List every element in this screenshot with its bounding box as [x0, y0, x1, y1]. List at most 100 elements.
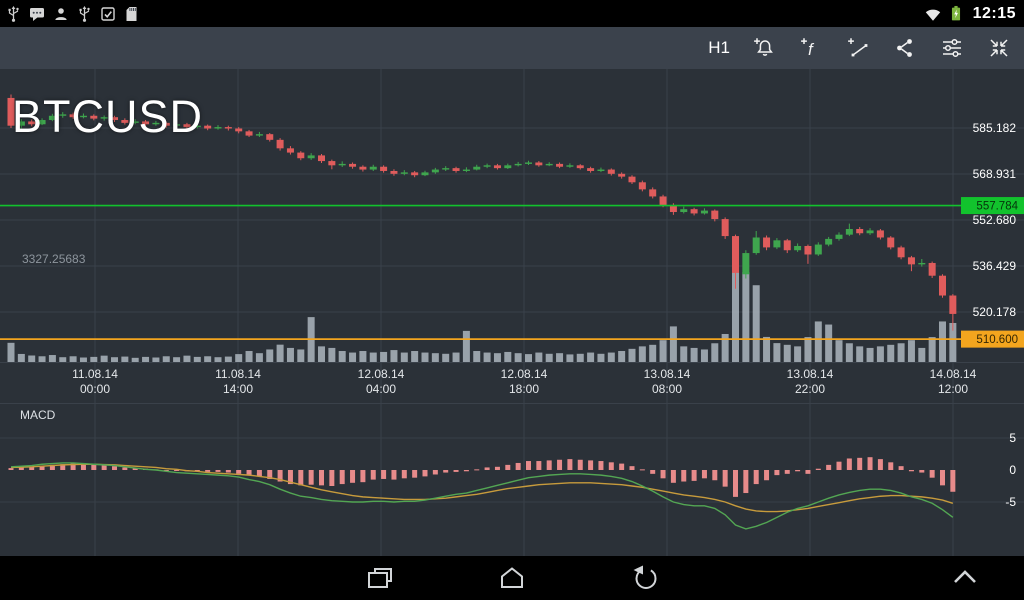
volume-scale-label: 3327.25683: [22, 252, 86, 266]
chart-canvas[interactable]: 585.182 568.931 552.680 536.429 520.178 557.7…: [0, 69, 1024, 556]
macd-histogram-bar: [857, 457, 863, 470]
candle-down: [493, 165, 501, 169]
download-complete-icon: [100, 6, 116, 22]
volume-bar: [566, 354, 574, 362]
macd-histogram-bar: [39, 466, 45, 470]
macd-histogram-bar: [298, 470, 304, 486]
timeframe-button[interactable]: H1: [708, 38, 730, 57]
recents-icon[interactable]: [364, 564, 396, 592]
candle-down: [638, 182, 646, 190]
macd-histogram-bar: [929, 470, 935, 478]
macd-histogram-bar: [370, 470, 376, 480]
volume-bar: [7, 342, 15, 362]
back-icon[interactable]: [630, 564, 662, 592]
volume-bar: [349, 352, 357, 362]
candle-up: [525, 162, 532, 164]
expand-icon[interactable]: [950, 564, 980, 592]
candle-up: [421, 172, 429, 176]
chart-settings-icon[interactable]: [939, 35, 965, 61]
macd-histogram-bar: [826, 464, 832, 470]
macd-histogram-bar: [753, 470, 759, 485]
volume-bar: [669, 326, 677, 362]
candle-down: [763, 237, 771, 248]
candle-down: [183, 124, 191, 128]
volume-bar: [545, 353, 553, 362]
macd-histogram-bar: [515, 462, 521, 470]
indicator-add-icon[interactable]: f: [798, 35, 824, 61]
candle-up: [597, 169, 605, 171]
macd-histogram-bar: [132, 468, 138, 470]
candle-up: [431, 169, 439, 173]
candle-down: [690, 209, 698, 214]
candle-up: [680, 209, 688, 213]
macd-histogram-bar: [267, 470, 273, 479]
candle-down: [452, 168, 460, 171]
time-axis-date: 11.08.14: [215, 367, 261, 381]
macd-histogram-bar: [764, 470, 770, 481]
volume-bar: [131, 357, 139, 362]
battery-icon: [948, 4, 964, 23]
share-icon[interactable]: [892, 35, 918, 61]
macd-histogram-bar: [867, 457, 873, 470]
macd-histogram-bar: [339, 470, 345, 485]
candle-down: [618, 173, 626, 177]
macd-histogram-bar: [805, 470, 811, 474]
macd-histogram-bar: [722, 470, 728, 487]
macd-histogram-bar: [629, 466, 635, 470]
candle-up: [514, 163, 522, 166]
volume-bar: [845, 343, 853, 362]
volume-bar: [390, 350, 398, 362]
macd-indicator-label: MACD: [20, 408, 56, 422]
volume-bar: [587, 352, 595, 362]
volume-bar: [732, 266, 739, 362]
volume-bar: [825, 324, 833, 362]
home-icon[interactable]: [496, 564, 528, 592]
collapse-icon[interactable]: [986, 35, 1012, 61]
volume-bar: [504, 351, 512, 362]
macd-histogram-bar: [8, 468, 14, 470]
volume-bar: [100, 355, 108, 362]
volume-bar: [493, 353, 501, 362]
candle-down: [297, 152, 305, 159]
volume-bar: [804, 337, 812, 362]
time-axis-time: 18:00: [509, 382, 539, 396]
candle-down: [245, 131, 253, 136]
price-axis-label: 552.680: [973, 213, 1017, 227]
price-chart[interactable]: 585.182 568.931 552.680 536.429 520.178 557.7…: [0, 69, 1024, 556]
candle-up: [700, 210, 708, 214]
object-add-icon[interactable]: [845, 35, 871, 61]
macd-histogram-bar: [940, 470, 945, 486]
volume-bar: [897, 343, 905, 362]
volume-bar: [618, 351, 626, 362]
macd-histogram-bar: [795, 470, 801, 472]
candle-down: [204, 125, 212, 129]
macd-histogram-bar: [308, 470, 314, 485]
macd-histogram-bar: [536, 461, 542, 470]
candle-up: [48, 115, 56, 121]
candle-up: [17, 121, 25, 126]
volume-bar: [462, 330, 470, 362]
candle-down: [856, 229, 864, 234]
candle-down: [907, 257, 915, 265]
candle-down: [390, 170, 398, 174]
macd-histogram-bar: [163, 470, 169, 471]
macd-histogram-bar: [898, 466, 904, 470]
macd-histogram-bar: [70, 463, 76, 470]
candle-up: [100, 117, 108, 119]
level-price-tag: [961, 197, 1024, 215]
volume-bar: [721, 333, 729, 362]
volume-bar: [28, 355, 36, 362]
alarm-add-icon[interactable]: [751, 35, 777, 61]
clock: 12:15: [972, 4, 1016, 22]
chart-toolbar: H1 f: [0, 27, 1024, 69]
candle-up: [835, 234, 843, 239]
volume-bar: [111, 357, 118, 362]
volume-bar: [255, 353, 263, 362]
candle-down: [649, 189, 657, 197]
volume-bar: [876, 346, 884, 362]
candle-down: [928, 262, 936, 276]
candle-down: [659, 196, 667, 205]
macd-histogram-bar: [908, 470, 914, 472]
volume-bar: [318, 346, 325, 362]
navigation-bar: [0, 556, 1024, 600]
